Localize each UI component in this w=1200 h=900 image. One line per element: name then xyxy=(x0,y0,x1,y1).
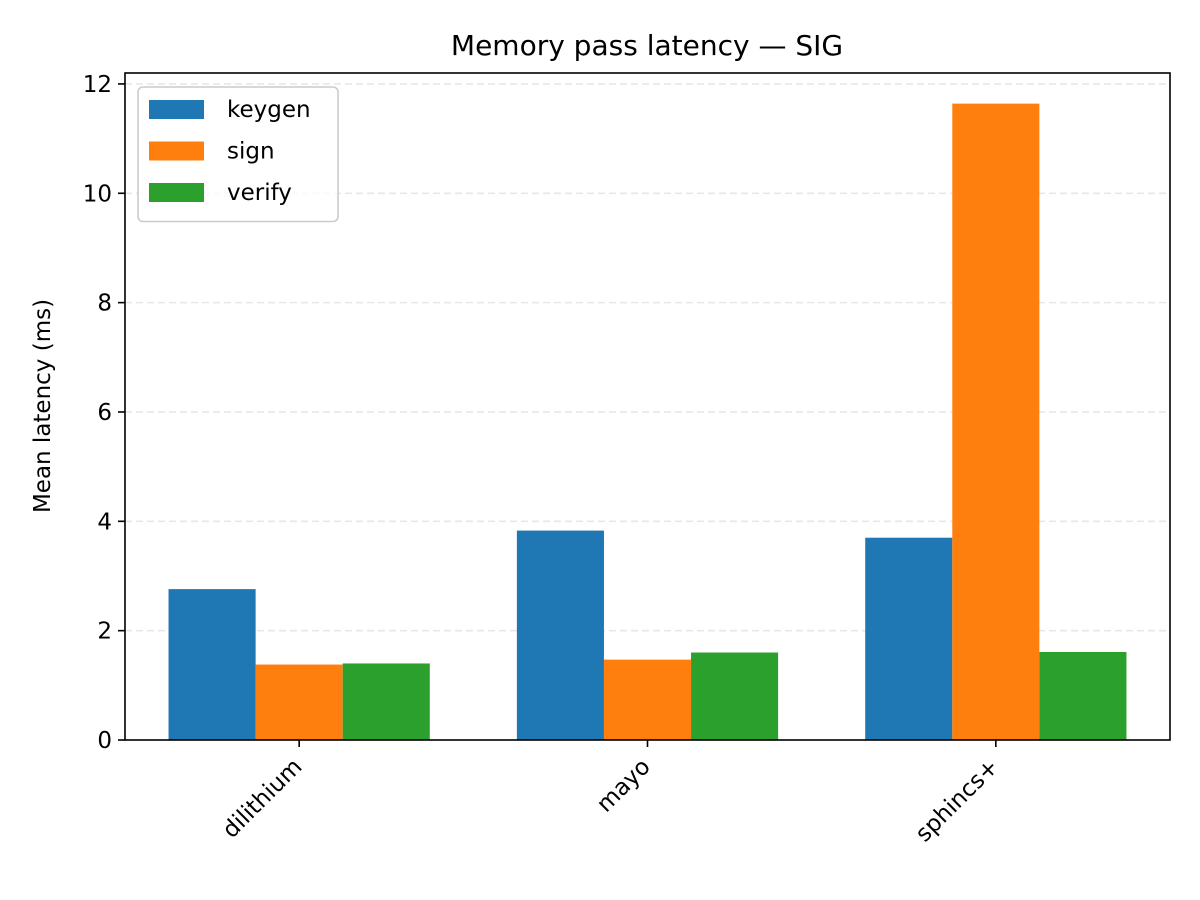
legend-swatch-sign xyxy=(149,141,204,161)
bar-sign-mayo xyxy=(603,659,692,740)
y-tick-label: 4 xyxy=(97,509,112,535)
bar-verify-mayo xyxy=(691,652,779,740)
bar-keygen-mayo xyxy=(516,530,604,740)
bar-verify-sphincs+ xyxy=(1039,651,1127,740)
bar-verify-dilithium xyxy=(342,663,430,740)
legend-swatch-verify xyxy=(149,183,204,202)
legend-label-keygen: keygen xyxy=(227,97,311,123)
y-axis-label: Mean latency (ms) xyxy=(30,299,56,513)
y-tick-label: 8 xyxy=(97,291,112,317)
bar-sign-dilithium xyxy=(255,664,343,740)
legend: keygen sign verify xyxy=(137,86,339,223)
y-tick-label: 0 xyxy=(97,728,112,754)
y-tick-label: 2 xyxy=(97,619,112,645)
y-tick-label: 6 xyxy=(97,400,112,426)
legend-swatch-keygen xyxy=(149,100,204,119)
bar-sign-sphincs+ xyxy=(952,103,1040,740)
y-axis-ticks: 0 2 4 6 8 10 12 xyxy=(83,72,125,754)
y-tick-label: 12 xyxy=(83,72,112,98)
bar-keygen-sphincs+ xyxy=(865,537,953,740)
chart-title: Memory pass latency — SIG xyxy=(451,29,843,62)
bar-keygen-dilithium xyxy=(168,589,256,740)
legend-label-verify: verify xyxy=(227,180,292,206)
y-tick-label: 10 xyxy=(83,181,112,207)
legend-label-sign: sign xyxy=(227,139,275,165)
bars xyxy=(168,103,1127,740)
